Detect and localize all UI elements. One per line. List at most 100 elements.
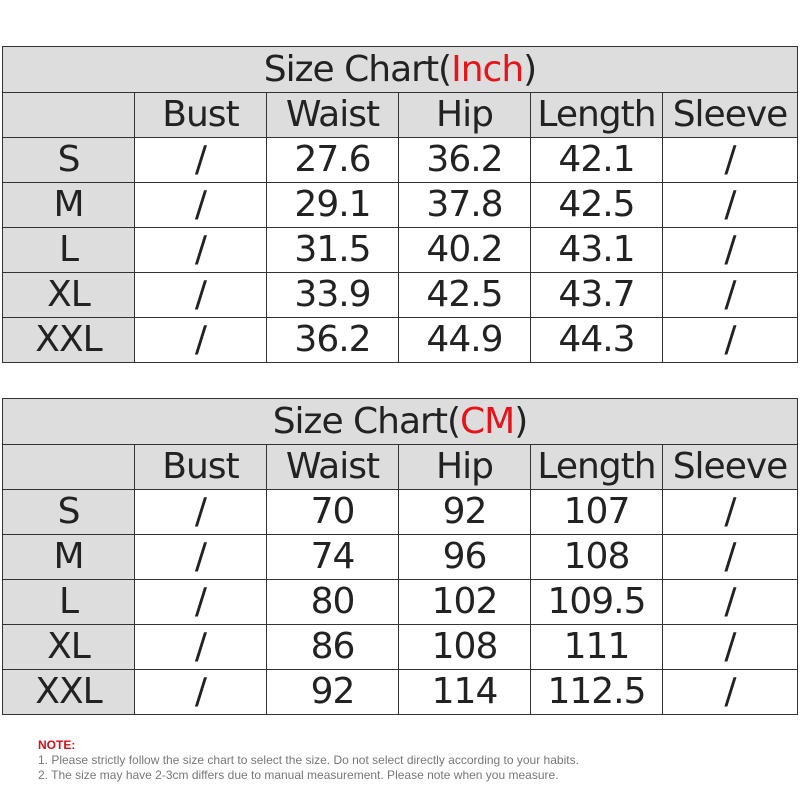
size-chart-cm-table: Size Chart(CM) Bust Waist Hip Length Sleeve S /…: [2, 398, 798, 715]
column-header: [2, 92, 135, 138]
table-row: XL/33.9 42.5 43.7/: [2, 272, 798, 318]
size-label: M: [2, 182, 135, 228]
table-cell: 42.5: [530, 182, 663, 228]
table-cell: /: [134, 534, 267, 580]
table-cell: /: [662, 669, 798, 715]
column-header: Hip: [398, 444, 531, 490]
table-row: S/27.6 36.2 42.1/: [2, 137, 798, 183]
size-label: XXL: [2, 669, 135, 715]
size-label: L: [2, 227, 135, 273]
table-cell: 80: [266, 579, 399, 625]
title-text: Size Chart(: [272, 400, 461, 442]
notes: NOTE: 1. Please strictly follow the size…: [38, 738, 579, 783]
column-header: Hip: [398, 92, 531, 138]
table-title: Size Chart(CM): [2, 398, 798, 445]
column-header: Sleeve: [662, 92, 798, 138]
table-cell: 43.1: [530, 227, 663, 273]
column-header: Waist: [266, 444, 399, 490]
table-cell: /: [134, 624, 267, 670]
column-header: [2, 444, 135, 490]
table-cell: 29.1: [266, 182, 399, 228]
size-chart-inch-table: Size Chart(Inch) Bust Waist Hip Length Sleeve…: [2, 46, 798, 363]
table-row: S/70 92 107/: [2, 489, 798, 535]
unit-label: CM: [460, 400, 515, 442]
size-label: XXL: [2, 317, 135, 363]
table-cell: /: [134, 272, 267, 318]
note-item: 1. Please strictly follow the size chart…: [38, 753, 579, 767]
table-cell: /: [662, 227, 798, 273]
table-cell: /: [662, 534, 798, 580]
table-title: Size Chart(Inch): [2, 46, 798, 93]
table-cell: 92: [266, 669, 399, 715]
table-row: XXL/92 114 112.5/: [2, 669, 798, 715]
table-cell: 43.7: [530, 272, 663, 318]
title-text: Size Chart(: [263, 48, 452, 90]
size-label: S: [2, 489, 135, 535]
column-header: Bust: [134, 92, 267, 138]
table-cell: /: [134, 137, 267, 183]
table-cell: 42.1: [530, 137, 663, 183]
table-cell: 42.5: [398, 272, 531, 318]
table-cell: /: [134, 227, 267, 273]
table-row: XL/86 108 111/: [2, 624, 798, 670]
table-cell: /: [134, 579, 267, 625]
title-row: Size Chart(CM): [2, 398, 798, 445]
table-cell: 44.3: [530, 317, 663, 363]
table-cell: 112.5: [530, 669, 663, 715]
table-cell: 44.9: [398, 317, 531, 363]
table-cell: /: [134, 489, 267, 535]
table-cell: 108: [398, 624, 531, 670]
table-row: XXL/36.2 44.9 44.3/: [2, 317, 798, 363]
table-row: M/74 96 108/: [2, 534, 798, 580]
size-label: XL: [2, 624, 135, 670]
title-suffix: ): [514, 400, 528, 442]
table-cell: 111: [530, 624, 663, 670]
table-cell: /: [134, 182, 267, 228]
table-row: L/80 102 109.5/: [2, 579, 798, 625]
table-cell: 92: [398, 489, 531, 535]
title-suffix: ): [523, 48, 537, 90]
table-cell: /: [662, 182, 798, 228]
column-header: Sleeve: [662, 444, 798, 490]
column-header: Bust: [134, 444, 267, 490]
column-header: Length: [530, 444, 663, 490]
table-cell: /: [662, 489, 798, 535]
notes-heading: NOTE:: [38, 738, 76, 752]
table-cell: 37.8: [398, 182, 531, 228]
header-row: Bust Waist Hip Length Sleeve: [2, 444, 798, 490]
title-row: Size Chart(Inch): [2, 46, 798, 93]
table-cell: 40.2: [398, 227, 531, 273]
table-cell: 109.5: [530, 579, 663, 625]
size-label: S: [2, 137, 135, 183]
note-item: 2. The size may have 2-3cm differs due t…: [38, 768, 559, 782]
table-cell: 114: [398, 669, 531, 715]
table-cell: /: [662, 579, 798, 625]
table-cell: 27.6: [266, 137, 399, 183]
table-cell: 86: [266, 624, 399, 670]
table-cell: 33.9: [266, 272, 399, 318]
header-row: Bust Waist Hip Length Sleeve: [2, 92, 798, 138]
table-cell: /: [662, 272, 798, 318]
table-cell: 70: [266, 489, 399, 535]
table-cell: 36.2: [266, 317, 399, 363]
table-cell: 36.2: [398, 137, 531, 183]
table-cell: 102: [398, 579, 531, 625]
table-cell: /: [134, 669, 267, 715]
column-header: Length: [530, 92, 663, 138]
table-cell: 108: [530, 534, 663, 580]
size-label: L: [2, 579, 135, 625]
size-label: M: [2, 534, 135, 580]
table-cell: /: [662, 137, 798, 183]
unit-label: Inch: [451, 48, 524, 90]
table-cell: 31.5: [266, 227, 399, 273]
table-row: L/31.5 40.2 43.1/: [2, 227, 798, 273]
table-cell: 74: [266, 534, 399, 580]
table-cell: 107: [530, 489, 663, 535]
table-cell: /: [134, 317, 267, 363]
table-cell: 96: [398, 534, 531, 580]
table-row: M/29.1 37.8 42.5/: [2, 182, 798, 228]
table-cell: /: [662, 624, 798, 670]
column-header: Waist: [266, 92, 399, 138]
table-cell: /: [662, 317, 798, 363]
size-label: XL: [2, 272, 135, 318]
